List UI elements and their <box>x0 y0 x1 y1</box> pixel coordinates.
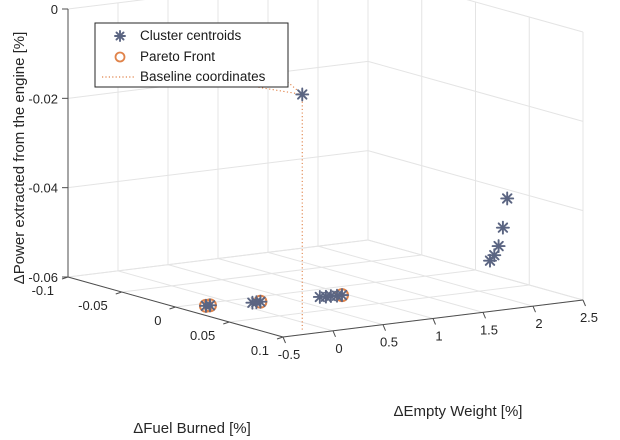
legend-symbol-pareto-front <box>114 51 126 63</box>
x-tick-mark <box>432 318 436 325</box>
centroid-point <box>491 239 506 254</box>
tick-labels: -0.5 0 0.5 1 1.5 2 2.5 -0.1 -0.05 0 0.05 0.1 -0.06 -0… <box>28 2 598 362</box>
centroid-point <box>312 290 327 304</box>
x-tick-label: 2.5 <box>580 310 598 325</box>
axes <box>61 8 586 344</box>
back-grid-line <box>67 0 146 10</box>
centroid-point <box>295 87 310 102</box>
legend-symbol-cluster-centroids <box>114 30 126 42</box>
x-tick-label: -0.5 <box>278 347 300 362</box>
side-grid-line <box>367 239 584 301</box>
asterisk-glyph <box>114 30 126 42</box>
centroid-point <box>500 191 515 206</box>
floor-grid-line <box>121 254 422 293</box>
centroid-point <box>483 253 497 268</box>
z-tick-label: 0 <box>51 2 58 17</box>
y-tick-label: -0.05 <box>78 298 108 313</box>
side-grid-line <box>367 60 584 122</box>
floor-grid-line <box>175 269 476 308</box>
centroid-point <box>198 298 213 313</box>
y-axis-label: ΔFuel Burned [%] <box>133 420 251 437</box>
x-tick-label: 0 <box>335 341 342 356</box>
data-marks <box>198 87 515 313</box>
legend-label-cluster-centroids: Cluster centroids <box>140 28 242 43</box>
side-grid-line <box>466 0 584 33</box>
legend: Cluster centroids Pareto Front Baseline … <box>94 22 289 88</box>
x-tick-mark <box>282 336 286 344</box>
back-grid-line <box>67 150 369 189</box>
x-tick-mark <box>532 305 536 313</box>
x-tick-label: 1 <box>435 329 442 344</box>
z-tick-label: -0.04 <box>28 181 58 196</box>
x-tick-mark <box>582 299 586 307</box>
back-grid-line <box>67 239 369 278</box>
centroid-point <box>245 295 260 310</box>
y-tick-mark <box>276 336 284 340</box>
x-tick-mark <box>482 312 486 319</box>
legend-label-pareto-front: Pareto Front <box>140 49 215 64</box>
z-tick-label: -0.02 <box>28 91 58 106</box>
x-tick-label: 0.5 <box>380 335 398 350</box>
y-tick-mark <box>115 291 122 295</box>
z-axis-label: ΔPower extracted from the engine [%] <box>11 32 28 285</box>
y-tick-label: 0.1 <box>251 343 269 358</box>
x-tick-mark <box>332 330 336 338</box>
y-tick-label: -0.1 <box>32 283 54 298</box>
y-tick-label: 0.05 <box>190 328 215 343</box>
legend-label-baseline: Baseline coordinates <box>140 69 266 84</box>
x-tick-label: 1.5 <box>480 322 498 337</box>
x-tick-mark <box>382 324 386 331</box>
z-tick-label: -0.06 <box>28 270 58 285</box>
y-tick-label: 0 <box>154 313 161 328</box>
centroid-point <box>495 220 510 235</box>
y-tick-mark <box>223 321 230 325</box>
x-axis-label: ΔEmpty Weight [%] <box>394 403 523 420</box>
y-tick-mark <box>169 306 176 310</box>
legend-box <box>94 22 289 88</box>
side-grid-line <box>367 150 584 212</box>
x-tick-label: 2 <box>535 316 542 331</box>
floor-grid-line <box>229 284 530 323</box>
